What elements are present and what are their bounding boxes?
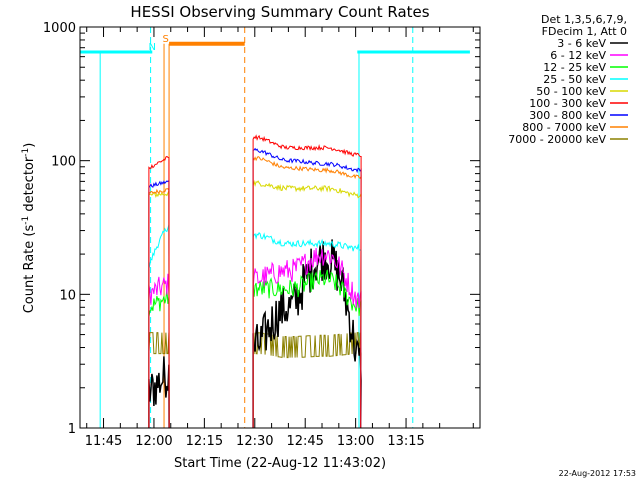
y-tick-label: 10 <box>59 288 76 303</box>
series-trace <box>148 356 170 429</box>
plot-frame <box>79 26 481 429</box>
series-trace <box>148 273 170 429</box>
series-trace <box>252 134 362 429</box>
y-tick-label: 1 <box>68 422 76 437</box>
y-axis-label-part: Count Rate (s <box>22 225 37 314</box>
legend-entry: 3 - 6 keV <box>557 37 606 50</box>
y-tick-label: 100 <box>51 155 76 170</box>
legend-header: Det 1,3,5,6,7,9, <box>541 13 627 26</box>
series-trace <box>148 289 170 429</box>
series-trace <box>252 155 362 429</box>
series-trace <box>252 231 362 429</box>
y-axis-label-part: ) <box>22 143 37 148</box>
y-axis-label: Count Rate (s-1 detector-1) <box>21 143 37 314</box>
timestamp: 22-Aug-2012 17:53 <box>559 469 636 478</box>
series-trace <box>252 179 362 429</box>
legend-entry: 25 - 50 keV <box>543 73 606 86</box>
series-trace <box>148 155 170 429</box>
y-axis-label-sup: -1 <box>21 148 31 157</box>
series-trace <box>252 239 362 429</box>
y-axis-label-part: detector <box>22 156 37 216</box>
x-tick-label: 12:15 <box>186 434 223 449</box>
legend-entry: 12 - 25 keV <box>543 61 606 74</box>
legend-entry: 100 - 300 keV <box>529 97 606 110</box>
flag-label: S <box>163 34 169 45</box>
legend-entry: 50 - 100 keV <box>536 85 606 98</box>
x-tick-label: 13:15 <box>387 434 424 449</box>
series-trace <box>252 147 362 429</box>
series-trace <box>252 332 362 429</box>
x-axis-label: Start Time (22-Aug-12 11:43:02) <box>174 456 386 471</box>
series-trace <box>252 247 362 429</box>
y-tick-label: 1000 <box>43 21 76 36</box>
series-trace <box>252 270 362 429</box>
chart-title: HESSI Observing Summary Count Rates <box>130 3 429 21</box>
legend-entry: 6 - 12 keV <box>550 49 606 62</box>
series-trace <box>148 224 170 429</box>
series-trace <box>148 179 170 429</box>
series-trace <box>148 188 170 429</box>
y-axis-label-sup: -1 <box>21 216 31 225</box>
plot-area: NS <box>80 27 470 428</box>
legend-header: FDecim 1, Att 0 <box>542 25 627 38</box>
legend-entry: 7000 - 20000 keV <box>508 133 606 146</box>
x-tick-label: 13:00 <box>337 434 374 449</box>
legend-entry: 800 - 7000 keV <box>522 121 606 134</box>
x-tick-label: 11:45 <box>85 434 122 449</box>
x-tick-label: 12:30 <box>236 434 273 449</box>
series-trace <box>148 332 170 429</box>
flag-label: N <box>149 42 156 53</box>
data-layer <box>148 134 362 429</box>
legend-entry: 300 - 800 keV <box>529 109 606 122</box>
x-tick-label: 12:00 <box>135 434 172 449</box>
x-tick-label: 12:45 <box>286 434 323 449</box>
axes: 1 10 100 1000 11:45 12:00 12:15 12:30 12:45 13:00… <box>43 21 481 449</box>
legend: Det 1,3,5,6,7,9,FDecim 1, Att 03 - 6 keV… <box>508 13 628 146</box>
